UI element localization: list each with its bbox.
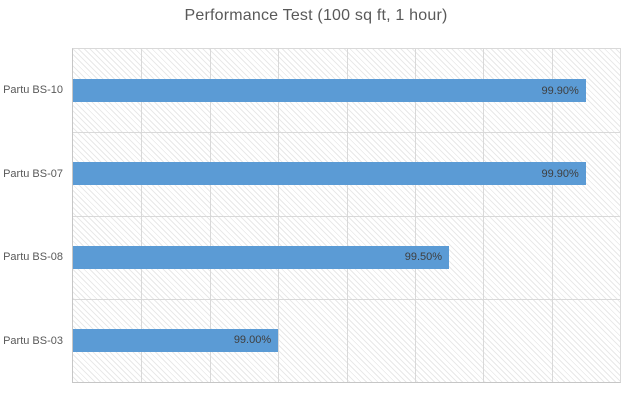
bar-row: 99.00% [73,299,620,382]
bar-value-label: 99.90% [541,167,579,180]
category-axis: Partu BS-10 Partu BS-07 Partu BS-08 Partu B… [0,48,63,383]
gridline-horizontal [73,215,620,217]
bar-row: 99.50% [73,216,620,299]
category-label: Partu BS-08 [3,251,63,264]
bar: 99.00% [73,328,279,352]
category-label: Partu BS-03 [3,335,63,348]
plot-area: 99.90% 99.90% 99.50% 99.00% [72,48,621,383]
category-label: Partu BS-07 [3,167,63,180]
gridline-horizontal [73,132,620,134]
chart-title: Performance Test (100 sq ft, 1 hour) [184,7,448,24]
bar-row: 99.90% [73,49,620,132]
bar-row: 99.90% [73,132,620,215]
bar: 99.90% [73,162,586,186]
bar-rows: 99.90% 99.90% 99.50% 99.00% [73,49,620,382]
bar: 99.90% [73,79,586,103]
category-label: Partu BS-10 [3,83,63,96]
bar-value-label: 99.90% [541,84,579,97]
gridline-horizontal [73,298,620,300]
bar-value-label: 99.50% [404,251,443,264]
bar: 99.50% [73,245,450,269]
bar-value-label: 99.00% [233,334,272,347]
